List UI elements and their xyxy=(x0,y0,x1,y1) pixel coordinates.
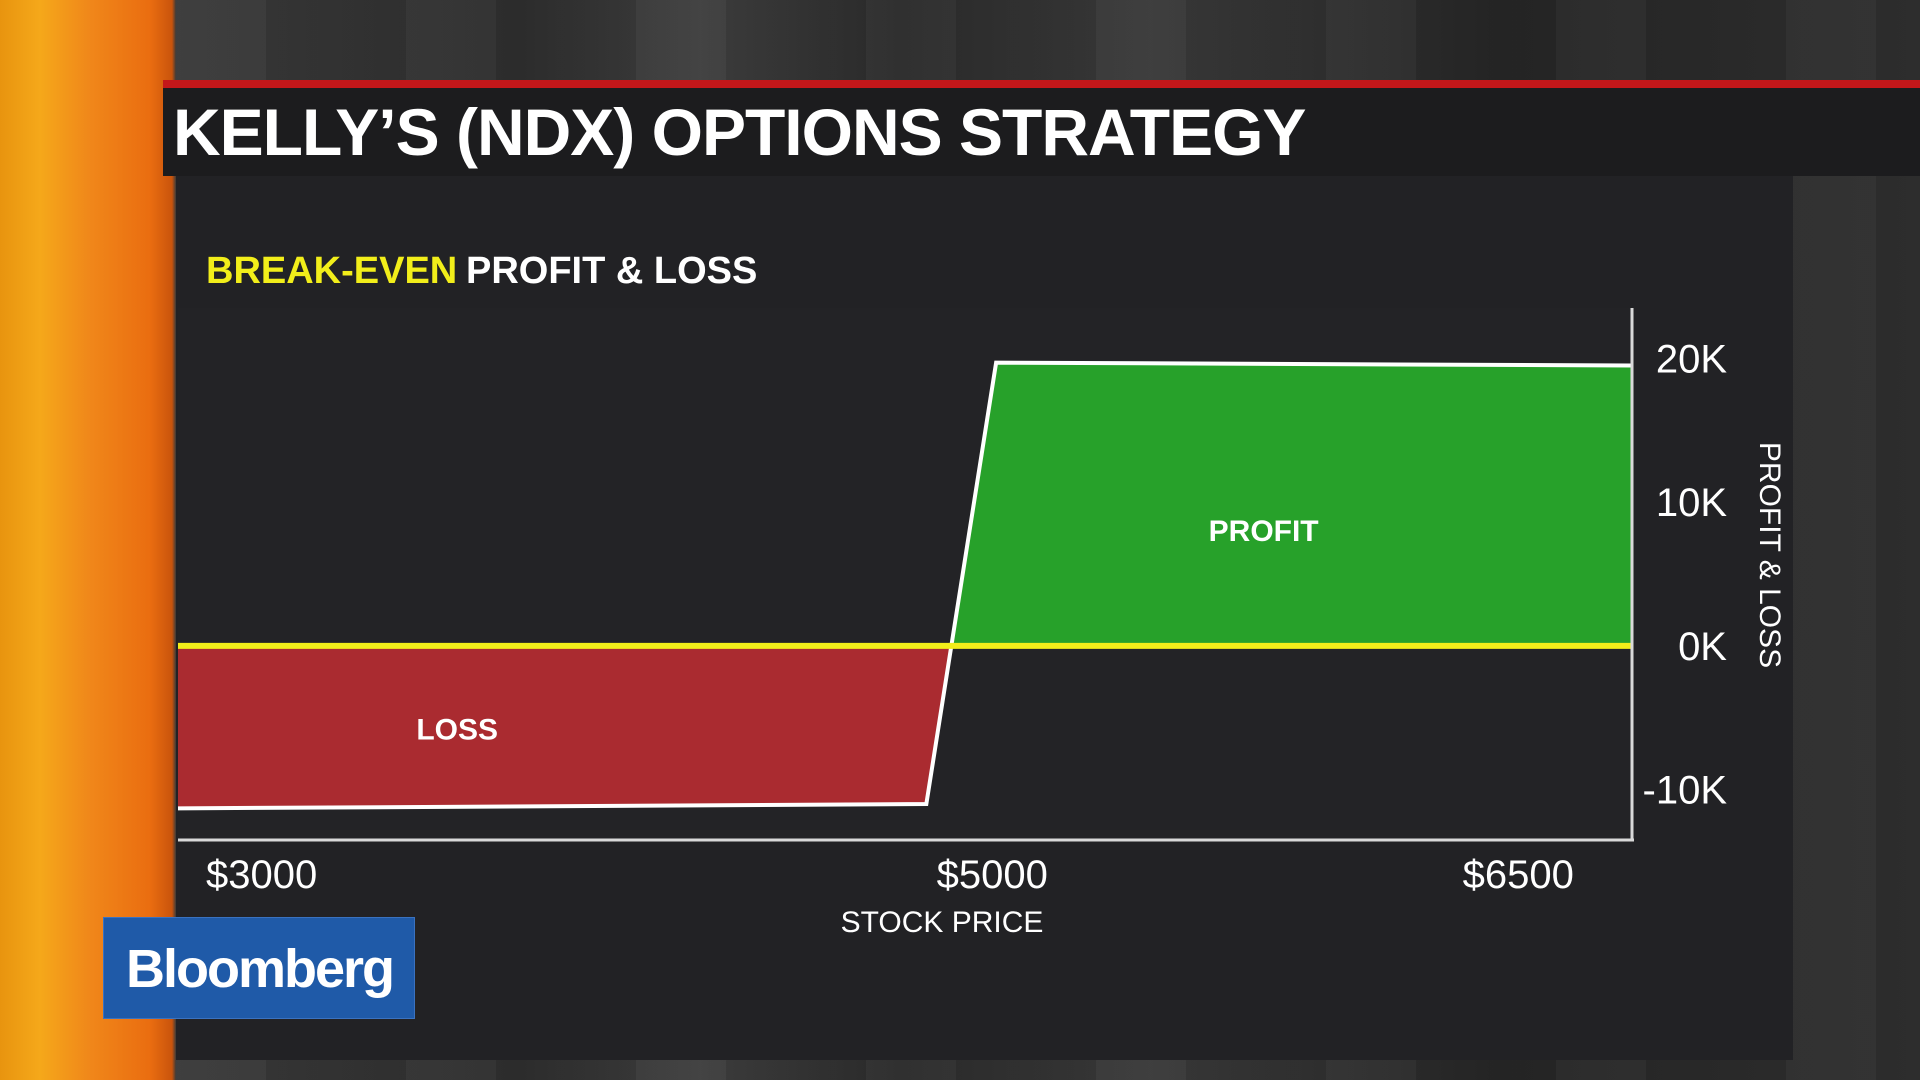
loss-annotation: LOSS xyxy=(416,713,498,746)
bloomberg-logo: Bloomberg xyxy=(103,917,415,1019)
x-tick-label: $6500 xyxy=(1463,853,1574,897)
x-axis-title: STOCK PRICE xyxy=(841,906,1044,939)
x-tick-label: $5000 xyxy=(937,853,1048,897)
chart-title: KELLY’S (NDX) OPTIONS STRATEGY xyxy=(173,95,1306,169)
legend-break-even: BREAK-EVEN xyxy=(206,250,458,292)
y-tick-label: 20K xyxy=(1656,337,1727,381)
y-axis-title: PROFIT & LOSS xyxy=(1753,442,1786,668)
title-bar: KELLY’S (NDX) OPTIONS STRATEGY xyxy=(163,80,1920,176)
logo-text: Bloomberg xyxy=(126,939,395,999)
loss-region xyxy=(178,645,952,809)
profit-region xyxy=(951,362,1632,646)
profit-annotation: PROFIT xyxy=(1209,515,1319,548)
y-tick-label: -10K xyxy=(1643,769,1728,813)
y-tick-label: 0K xyxy=(1678,625,1727,669)
legend-profit-loss: PROFIT & LOSS xyxy=(466,250,758,292)
y-tick-label: 10K xyxy=(1656,481,1727,525)
x-tick-label: $3000 xyxy=(206,853,317,897)
payoff-line xyxy=(177,360,1633,811)
